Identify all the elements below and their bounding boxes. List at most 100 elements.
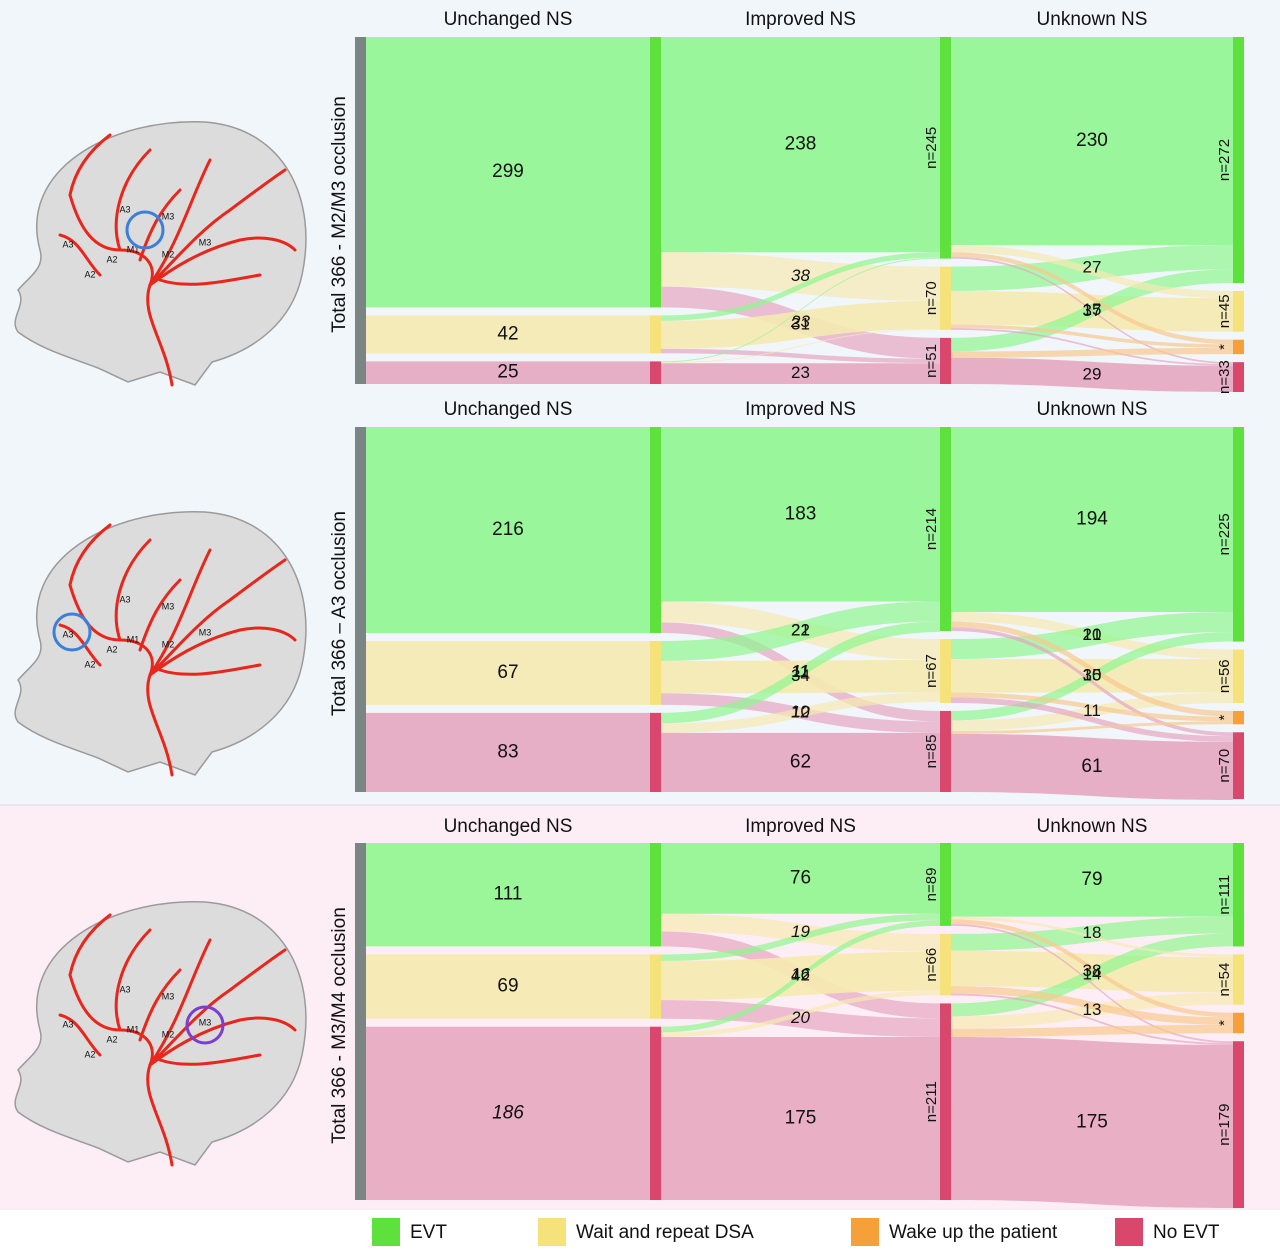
node-bar [940, 843, 951, 926]
node-label: n=111 [1216, 875, 1233, 915]
skull-illustration: A3 A3 A2 A2 M1 M2 M3 M3 [14, 511, 307, 777]
flow-label: 31 [791, 314, 810, 333]
vessel [68, 913, 152, 1032]
node-label: n=56 [1216, 659, 1233, 693]
flow-label: 22 [791, 620, 810, 639]
flow-band [951, 721, 1233, 734]
flow-label: 175 [1076, 1111, 1108, 1132]
flow-label: 21 [791, 621, 810, 640]
skull-illustration: A3 A3 A2 A2 M1 M2 M3 M3 [14, 121, 307, 387]
flow-band [951, 992, 1233, 1029]
flow-band [951, 627, 1233, 737]
vessel [58, 968, 182, 1057]
node-label: n=85 [923, 735, 940, 769]
node-label: n=225 [1216, 513, 1233, 555]
legend-swatch [851, 1218, 879, 1246]
flow-band [661, 37, 940, 253]
flow-band [661, 732, 940, 792]
node-label: n=66 [923, 948, 940, 982]
node-label: n=67 [923, 654, 940, 688]
node-bar [940, 37, 951, 259]
flow-band [366, 37, 650, 308]
column-header: Unchanged NS [444, 816, 573, 837]
flow-band [951, 347, 1233, 358]
illustration-label: A2 [106, 644, 117, 654]
flow-label: 10 [1083, 625, 1102, 644]
flow-label: 62 [790, 751, 811, 772]
skull [14, 901, 307, 1166]
node-bar [650, 427, 661, 633]
flow-band [366, 361, 650, 384]
node-bar [650, 712, 661, 792]
node-bar [1233, 954, 1244, 1005]
flow-band [951, 916, 1233, 951]
flow-label: 29 [1083, 364, 1102, 383]
flow-band [366, 712, 650, 792]
node-bar [940, 710, 951, 792]
highlight-circle [125, 210, 165, 250]
illustration-label: M1 [127, 1024, 140, 1034]
column-header: Improved NS [745, 399, 856, 420]
illustration-label: A3 [62, 239, 73, 249]
flow-label: 14 [1083, 964, 1102, 983]
vessel [148, 558, 287, 677]
vessel [148, 1016, 297, 1067]
illustration-label: M3 [199, 627, 212, 637]
illustration-label: M2 [162, 639, 175, 649]
flow-band [951, 919, 1233, 1018]
flow-band [951, 1036, 1233, 1208]
flow-band [951, 611, 1233, 660]
flow-band [661, 843, 940, 914]
vessel [58, 188, 182, 277]
flow-label: 42 [791, 965, 810, 984]
flow-label: 12 [791, 703, 810, 722]
flow-label: 13 [1083, 1000, 1102, 1019]
illustration-label: A3 [119, 204, 130, 214]
node-bar [1233, 37, 1244, 283]
flow-band [661, 913, 940, 961]
flow-label: 79 [1081, 869, 1102, 890]
vessel [148, 168, 287, 287]
node-bar [940, 1003, 951, 1200]
column-header: Improved NS [745, 9, 856, 30]
flow-label: 23 [790, 312, 810, 331]
vessel [148, 158, 262, 287]
flow-label: 19 [791, 922, 810, 941]
legend-label: Wake up the patient [889, 1222, 1058, 1243]
node-bar [650, 640, 661, 705]
node-bar [650, 361, 661, 384]
node-label: n=179 [1216, 1104, 1233, 1146]
flow-label: 67 [497, 662, 518, 683]
legend-swatch [372, 1218, 400, 1246]
flow-band [661, 1000, 940, 1037]
flow-label: 83 [497, 741, 518, 762]
flow-label: 238 [785, 134, 817, 155]
node-bar [940, 933, 951, 996]
total-bar [355, 37, 366, 384]
vessel [68, 133, 152, 252]
flow-label: 175 [785, 1107, 817, 1128]
flow-band [366, 427, 650, 633]
flow-band [366, 954, 650, 1019]
flow-label: 10 [791, 702, 810, 721]
node-label: n=70 [1216, 749, 1233, 783]
node-label: n=211 [923, 1081, 940, 1122]
flow-band [951, 357, 1233, 392]
illustration-label: M2 [162, 1029, 175, 1039]
node-label: n=51 [923, 344, 940, 378]
flow-band [366, 843, 650, 947]
node-label: n=245 [923, 127, 940, 169]
flow-band [951, 621, 1233, 717]
flow-band [951, 632, 1233, 721]
illustration-label: M3 [162, 991, 175, 1001]
flow-band [951, 37, 1233, 246]
node-bar [1233, 1041, 1244, 1208]
flow-band [661, 601, 940, 661]
flow-band [661, 427, 940, 602]
legend-swatch [538, 1218, 566, 1246]
flow-label: 299 [492, 161, 524, 182]
flow-band [661, 990, 940, 1037]
flow-label: 76 [790, 867, 811, 888]
illustration-label: M3 [162, 601, 175, 611]
node-bar [650, 843, 661, 947]
